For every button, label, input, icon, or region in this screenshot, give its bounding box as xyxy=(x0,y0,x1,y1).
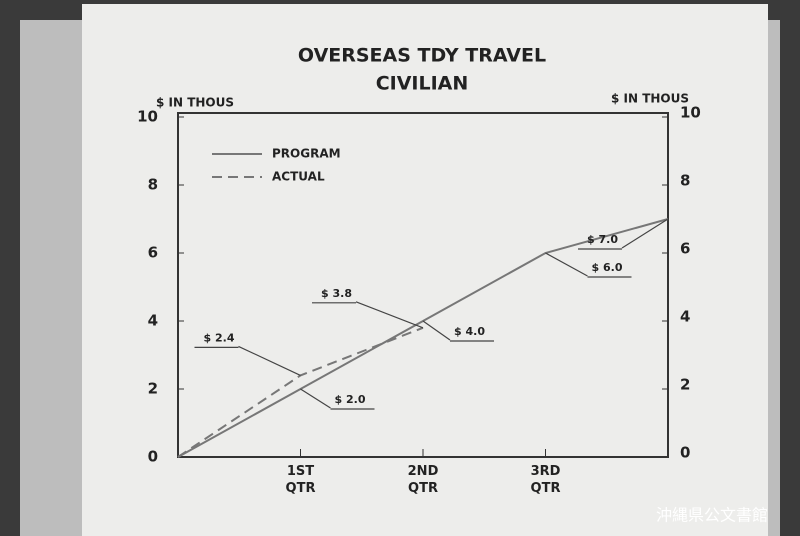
x-tick-label: 2ND QTR xyxy=(408,464,439,496)
chart-subtitle: CIVILIAN xyxy=(376,73,469,95)
data-label: $ 2.4 xyxy=(204,331,235,344)
data-label: $ 2.0 xyxy=(335,393,366,406)
y2-tick-label: 8 xyxy=(680,172,690,190)
label-leader xyxy=(545,252,588,277)
y-axis-label: $ IN THOUS xyxy=(156,96,234,110)
legend-label: PROGRAM xyxy=(272,147,341,161)
data-label: $ 7.0 xyxy=(587,233,618,246)
x-tick-label: 1ST QTR xyxy=(286,464,316,496)
y-tick-label: 6 xyxy=(148,244,158,262)
y-tick-label: 8 xyxy=(148,176,158,194)
y2-tick-label: 6 xyxy=(680,240,690,258)
label-leader xyxy=(422,320,451,341)
y2-tick-label: 4 xyxy=(680,308,690,326)
y2-axis-label: $ IN THOUS xyxy=(611,92,689,106)
label-leader xyxy=(300,388,331,409)
legend-label: ACTUAL xyxy=(272,170,325,184)
y-tick-label: 2 xyxy=(148,380,158,398)
data-label: $ 3.8 xyxy=(321,287,352,300)
y2-tick-label: 0 xyxy=(680,444,690,462)
y2-tick-label: 10 xyxy=(680,104,701,122)
label-leader xyxy=(621,218,669,249)
chart-title: OVERSEAS TDY TRAVEL xyxy=(298,45,546,67)
y2-tick-label: 2 xyxy=(680,376,690,394)
data-label: $ 4.0 xyxy=(454,325,485,338)
y-tick-label: 10 xyxy=(137,108,158,126)
data-label: $ 6.0 xyxy=(592,261,623,274)
y-tick-label: 0 xyxy=(148,448,158,466)
x-tick-label: 3RD QTR xyxy=(531,464,561,496)
label-leader xyxy=(355,301,424,329)
y-tick-label: 4 xyxy=(148,312,158,330)
watermark: 沖縄県公文書館 xyxy=(656,506,768,525)
label-leader xyxy=(238,345,301,376)
